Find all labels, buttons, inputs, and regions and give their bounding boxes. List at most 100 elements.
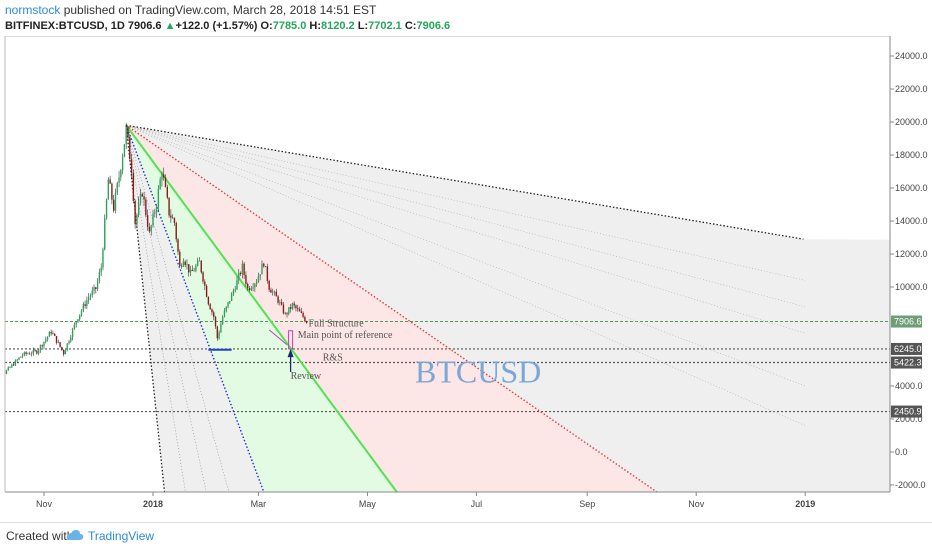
candle-body xyxy=(109,179,110,183)
candle-body xyxy=(211,309,212,312)
candle-body xyxy=(179,252,180,266)
candle-body xyxy=(201,261,202,273)
candle-body xyxy=(159,180,160,189)
candle-body xyxy=(177,239,178,251)
annotation-label: Main point of reference xyxy=(298,330,393,341)
candle-body xyxy=(293,303,294,305)
candle-body xyxy=(16,360,17,361)
price-tick-label: 10000.0 xyxy=(895,282,928,292)
candle-body xyxy=(33,350,34,354)
candle-body xyxy=(142,194,143,196)
candle-body xyxy=(176,223,177,239)
candle-body xyxy=(158,189,159,207)
candle-body xyxy=(206,286,207,297)
candle-body xyxy=(59,342,60,347)
price-tick-label: 14000.0 xyxy=(895,216,928,226)
candle-body xyxy=(174,218,175,223)
price-tick-label: -2000.0 xyxy=(895,480,926,490)
candle-body xyxy=(231,294,232,301)
time-tick-label: Sep xyxy=(579,499,595,509)
candle-body xyxy=(8,367,9,370)
candle-body xyxy=(111,184,112,200)
symbol-line: BITFINEX:BTCUSD, 1D 7906.6 ▲+122.0 (+1.5… xyxy=(5,20,450,32)
candle-body xyxy=(72,329,73,337)
candle-body xyxy=(140,194,141,203)
candle-body xyxy=(122,157,123,171)
candle-body xyxy=(129,137,130,159)
symbol-watermark: BTCUSD xyxy=(415,354,541,390)
candle-body xyxy=(188,264,189,272)
candle-body xyxy=(50,332,51,334)
candle-body xyxy=(199,261,200,262)
candle-body xyxy=(240,273,241,274)
candle-body xyxy=(134,201,135,224)
candle-body xyxy=(302,313,303,317)
candle-body xyxy=(0,375,1,376)
candle-body xyxy=(256,282,257,284)
candle-body xyxy=(83,304,84,310)
candle-body xyxy=(258,277,259,283)
candle-body xyxy=(68,341,69,343)
time-tick-label: Mar xyxy=(251,499,267,509)
candle-body xyxy=(306,321,307,323)
candle-body xyxy=(295,305,296,308)
candle-body xyxy=(297,308,298,309)
candle-body xyxy=(272,292,273,293)
candle-body xyxy=(124,144,125,157)
candle-body xyxy=(147,215,148,227)
candle-body xyxy=(84,304,85,306)
high-value: 8120.2 xyxy=(321,20,355,32)
candle-body xyxy=(204,282,205,286)
candle-body xyxy=(260,274,261,276)
candle-body xyxy=(154,212,155,213)
candle-body xyxy=(115,193,116,211)
candle-body xyxy=(18,358,19,360)
candle-body xyxy=(227,302,228,307)
candle-body xyxy=(251,288,252,290)
price-change: +122.0 (+1.57%) xyxy=(175,20,257,32)
change-arrow-icon: ▲ xyxy=(165,20,176,32)
candle-body xyxy=(167,187,168,198)
candle-body xyxy=(217,326,218,338)
tradingview-link[interactable]: TradingView xyxy=(88,529,154,543)
price-tick-label: 24000.0 xyxy=(895,51,928,61)
tradingview-cloud-icon[interactable] xyxy=(66,528,84,542)
candle-body xyxy=(133,173,134,201)
candle-body xyxy=(242,264,243,274)
candle-body xyxy=(86,300,87,306)
candle-body xyxy=(190,270,191,273)
candle-body xyxy=(75,322,76,324)
candle-body xyxy=(88,297,89,300)
author-link[interactable]: normstock xyxy=(5,3,60,17)
candle-body xyxy=(304,317,305,321)
candle-body xyxy=(233,291,234,294)
candle-body xyxy=(61,347,62,350)
high-label: H: xyxy=(309,20,321,32)
candle-body xyxy=(120,170,121,177)
candle-body xyxy=(118,177,119,182)
price-tick-label: 18000.0 xyxy=(895,150,928,160)
close-value: 7906.6 xyxy=(416,20,450,32)
candle-body xyxy=(156,207,157,212)
candle-body xyxy=(54,334,55,336)
candle-body xyxy=(283,305,284,314)
candle-body xyxy=(292,303,293,308)
candle-body xyxy=(58,342,59,343)
candle-body xyxy=(70,337,71,341)
candle-body xyxy=(92,291,93,296)
candle-body xyxy=(106,200,107,219)
candle-body xyxy=(136,215,137,224)
candle-body xyxy=(52,333,53,334)
candle-body xyxy=(301,311,302,312)
candle-body xyxy=(99,272,100,281)
candle-body xyxy=(270,290,271,293)
time-tick-label: May xyxy=(359,499,377,509)
candle-body xyxy=(47,337,48,340)
candle-body xyxy=(172,218,173,219)
candle-body xyxy=(299,309,300,311)
price-badge-label: 6245.0 xyxy=(894,344,922,354)
candle-body xyxy=(247,284,248,288)
candle-body xyxy=(168,198,169,216)
